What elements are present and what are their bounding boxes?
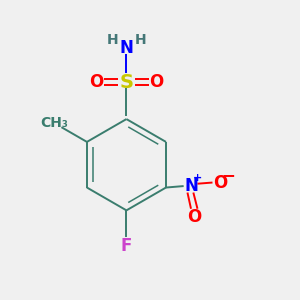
Text: −: − — [221, 166, 235, 184]
Text: F: F — [121, 237, 132, 255]
Text: N: N — [119, 39, 134, 57]
Text: N: N — [184, 177, 198, 195]
Text: O: O — [90, 73, 104, 91]
Text: O: O — [213, 173, 228, 191]
Text: H: H — [135, 33, 146, 47]
Text: S: S — [119, 73, 134, 92]
Text: O: O — [149, 73, 163, 91]
Text: H: H — [106, 33, 118, 47]
Text: +: + — [193, 173, 202, 183]
Text: CH₃: CH₃ — [40, 116, 68, 130]
Text: O: O — [188, 208, 202, 226]
